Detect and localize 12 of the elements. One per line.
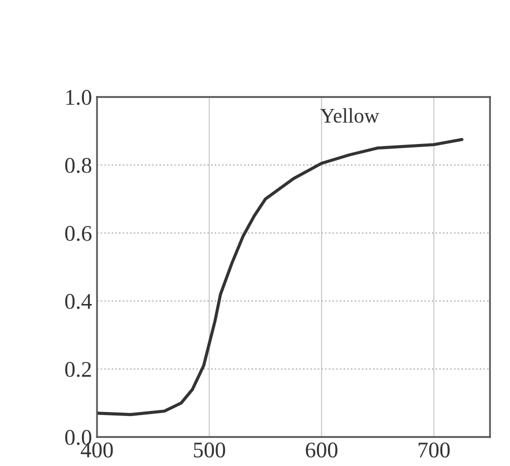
y-tick-label: 0.2	[65, 362, 91, 378]
series-label: Yellow	[320, 108, 380, 123]
y-tick-label: 0.6	[65, 226, 92, 242]
x-tick-label: 400	[80, 442, 113, 458]
y-tick-label: 0.4	[65, 294, 92, 310]
y-tick-label: 1.0	[66, 90, 92, 106]
x-tick-label: 700	[418, 442, 450, 458]
y-tick-label: 0.8	[65, 158, 92, 174]
x-tick-label: 500	[194, 442, 226, 458]
y-tick-label: 0.0	[65, 430, 92, 446]
line-series	[97, 138, 464, 416]
x-tick-label: 600	[306, 442, 338, 458]
